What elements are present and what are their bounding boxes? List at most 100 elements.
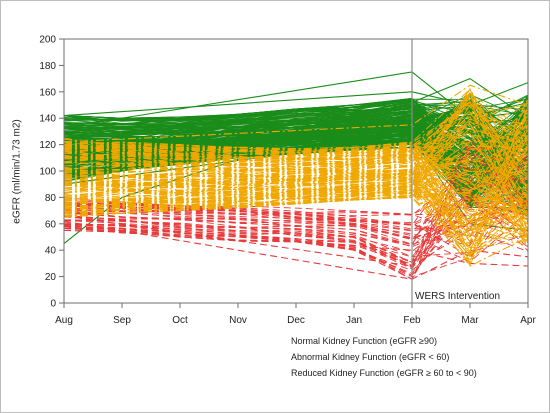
patient-line	[63, 99, 529, 228]
intervention-label: WERS Intervention	[415, 291, 500, 302]
legend-label-normal: Normal Kidney Function (eGFR ≥90)	[291, 336, 437, 346]
patient-line	[63, 138, 529, 230]
patient-line	[63, 128, 529, 264]
patient-line	[63, 193, 529, 248]
patient-line	[63, 128, 529, 178]
patient-line	[63, 118, 529, 163]
legend-label-reduced: Reduced Kidney Function (eGFR ≥ 60 to < …	[291, 368, 477, 378]
patient-line	[63, 106, 529, 170]
y-tick-label: 60	[45, 219, 57, 230]
patient-line	[63, 149, 529, 179]
y-tick-label: 0	[50, 299, 56, 310]
patient-line	[63, 121, 529, 231]
patient-line	[63, 163, 529, 255]
y-tick-label: 100	[39, 167, 56, 178]
patient-line	[63, 113, 529, 191]
patient-line	[63, 154, 529, 239]
patient-line	[63, 195, 529, 216]
y-tick-label: 160	[39, 87, 56, 98]
y-tick-label: 200	[39, 35, 56, 46]
patient-line-outlier	[63, 190, 529, 267]
patient-line	[63, 163, 529, 256]
patient-line	[63, 180, 529, 207]
legend-item-reduced: Reduced Kidney Function (eGFR ≥ 60 to < …	[179, 365, 479, 381]
patient-line	[63, 160, 529, 200]
patient-line	[63, 105, 529, 252]
patient-line	[63, 98, 529, 188]
y-tick-label: 80	[45, 193, 57, 204]
patient-line	[63, 123, 529, 253]
y-tick-label: 140	[39, 114, 56, 125]
patient-line	[63, 156, 529, 175]
patient-line	[63, 129, 529, 237]
patient-line	[63, 169, 529, 256]
patient-line	[63, 88, 529, 215]
patient-line	[63, 144, 529, 243]
patient-line	[63, 97, 529, 161]
patient-line	[63, 133, 529, 230]
x-tick-label: Aug	[55, 315, 73, 326]
legend-item-normal: Normal Kidney Function (eGFR ≥90)	[179, 333, 479, 349]
patient-line	[63, 121, 529, 193]
patient-line	[63, 144, 529, 246]
patient-line	[63, 107, 529, 238]
y-axis-label: eGFR (ml/min/1.73 m2)	[11, 119, 23, 224]
y-tick-label: 180	[39, 61, 56, 72]
y-tick-label: 20	[45, 272, 57, 283]
legend-item-abnormal: Abnormal Kidney Function (eGFR < 60)	[179, 349, 479, 365]
patient-line	[63, 152, 529, 247]
patient-line	[63, 104, 529, 211]
x-tick-label: Nov	[229, 315, 247, 326]
series-lines	[63, 71, 529, 280]
patient-line	[63, 96, 529, 184]
patient-line	[63, 88, 529, 193]
patient-line	[63, 171, 529, 240]
patient-line	[63, 186, 529, 213]
patient-line	[63, 110, 529, 218]
patient-line	[63, 102, 529, 183]
legend: Normal Kidney Function (eGFR ≥90) Abnorm…	[179, 333, 479, 381]
patient-line	[63, 145, 529, 243]
patient-line	[63, 91, 529, 218]
patient-line-outlier	[63, 71, 529, 128]
patient-line	[63, 172, 529, 243]
patient-line	[63, 124, 529, 202]
x-tick-label: Oct	[172, 315, 188, 326]
patient-line	[63, 128, 529, 186]
patient-line	[63, 92, 529, 184]
patient-line	[63, 216, 529, 257]
patient-line	[63, 103, 529, 208]
patient-line	[63, 109, 529, 162]
axes: WERS Intervention 0 20 40 60 80 100 120 140 160 18…	[39, 35, 536, 327]
patient-line	[63, 148, 529, 218]
y-tick-label: 40	[45, 246, 57, 257]
patient-line	[63, 98, 529, 213]
patient-line	[63, 98, 529, 211]
patient-line-outlier	[63, 220, 529, 280]
patient-line	[63, 158, 529, 239]
patient-line	[63, 150, 529, 257]
patient-line	[63, 124, 529, 192]
patient-line	[63, 100, 529, 222]
x-tick-label: Dec	[287, 315, 305, 326]
patient-line	[63, 101, 529, 183]
patient-line	[63, 150, 529, 200]
patient-line-outlier	[63, 82, 529, 117]
series-2-lines	[63, 84, 529, 267]
patient-line	[63, 157, 529, 181]
patient-line	[63, 104, 529, 218]
patient-line	[63, 141, 529, 197]
patient-line	[63, 124, 529, 158]
x-tick-label: Mar	[461, 315, 479, 326]
x-tick-label: Feb	[403, 315, 421, 326]
x-tick-label: Jan	[346, 315, 362, 326]
patient-line	[63, 168, 529, 247]
patient-line	[63, 108, 529, 191]
patient-line	[63, 140, 529, 263]
patient-line	[63, 164, 529, 225]
patient-line	[63, 187, 529, 210]
patient-line	[63, 142, 529, 198]
patient-line	[63, 174, 529, 230]
